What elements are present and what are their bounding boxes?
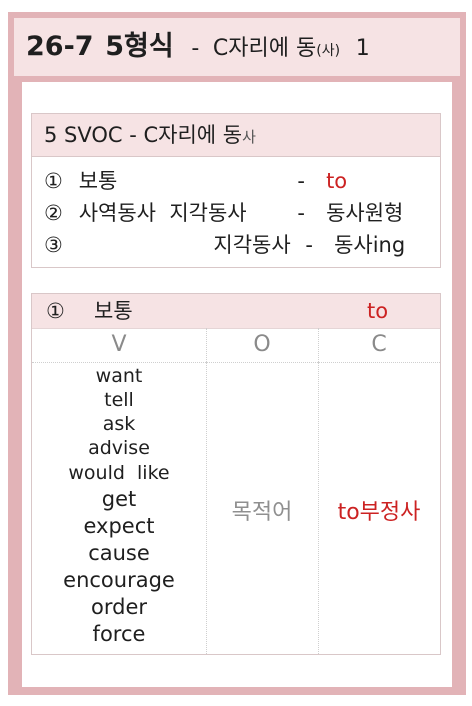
rule-2-num: ②	[44, 201, 63, 225]
title-bar: 26-7 5형식 - C자리에 동(사) 1	[14, 18, 460, 76]
content-panel: 5 SVOC - C자리에 동사 ① 보통 - to ② 사역동사 지각동사 -…	[22, 82, 452, 687]
object-cell: 목적어	[231, 500, 293, 525]
rule-1-left: 보통	[78, 169, 118, 193]
verb-item: advise	[88, 437, 150, 459]
svoc-heading: 5 SVOC - C자리에 동사	[32, 114, 440, 157]
lesson-code: 26-7	[26, 31, 94, 62]
rule-3: ③ 지각동사 - 동사ing	[44, 230, 405, 260]
verb-item: encourage	[63, 568, 175, 592]
rule-3-dash: -	[305, 233, 313, 257]
svoc-title-small: 사	[242, 128, 256, 146]
table-heading-label: 보통	[94, 299, 133, 323]
svoc-title: 5 SVOC - C자리에 동	[44, 123, 243, 147]
lesson-form: 5형식	[105, 31, 174, 62]
rule-3-left: 지각동사	[213, 233, 291, 257]
rule-3-right: 동사ing	[334, 233, 406, 257]
column-header-o: O	[206, 328, 318, 363]
rule-1-right: to	[326, 169, 348, 193]
rule-3-num: ③	[44, 233, 63, 257]
verb-item: would like	[68, 462, 170, 484]
rule-1: ① 보통 - to	[44, 166, 347, 196]
rule-2-left: 사역동사 지각동사	[78, 201, 247, 225]
verb-item: order	[91, 595, 147, 619]
verb-item: tell	[104, 389, 134, 411]
complement-cell: to부정사	[337, 500, 421, 525]
rule-1-dash: -	[297, 169, 305, 193]
verb-item: force	[92, 622, 146, 646]
column-header-v: V	[32, 328, 206, 363]
page-title: 26-7 5형식 - C자리에 동(사) 1	[26, 32, 370, 66]
title-dash: -	[191, 36, 200, 61]
rule-2-dash: -	[297, 201, 305, 225]
subtitle-small: (사)	[316, 43, 341, 59]
verb-item: expect	[83, 514, 155, 538]
verb-item: cause	[88, 541, 150, 565]
rule-2-right: 동사원형	[326, 201, 404, 225]
table-heading: ① 보통 to	[32, 294, 440, 329]
table-heading-num: ①	[46, 299, 65, 323]
verb-item: get	[101, 487, 137, 511]
svoc-summary-box: 5 SVOC - C자리에 동사 ① 보통 - to ② 사역동사 지각동사 -…	[31, 113, 441, 268]
verb-item: want	[95, 365, 143, 387]
card-frame: 26-7 5형식 - C자리에 동(사) 1 5 SVOC - C자리에 동사 …	[8, 12, 466, 695]
column-header-c: C	[318, 328, 440, 363]
rule-1-num: ①	[44, 169, 63, 193]
subtitle-main: C자리에 동	[212, 36, 317, 61]
column-divider	[206, 328, 207, 654]
subtitle-number: 1	[355, 36, 370, 61]
verb-list: want tell ask advise would like get expe…	[32, 364, 206, 648]
verb-table: ① 보통 to V O C want tell ask advise would…	[31, 293, 441, 655]
verb-item: ask	[102, 413, 136, 435]
table-heading-to: to	[367, 299, 389, 323]
column-divider	[318, 328, 319, 654]
rule-2: ② 사역동사 지각동사 - 동사원형	[44, 198, 403, 228]
